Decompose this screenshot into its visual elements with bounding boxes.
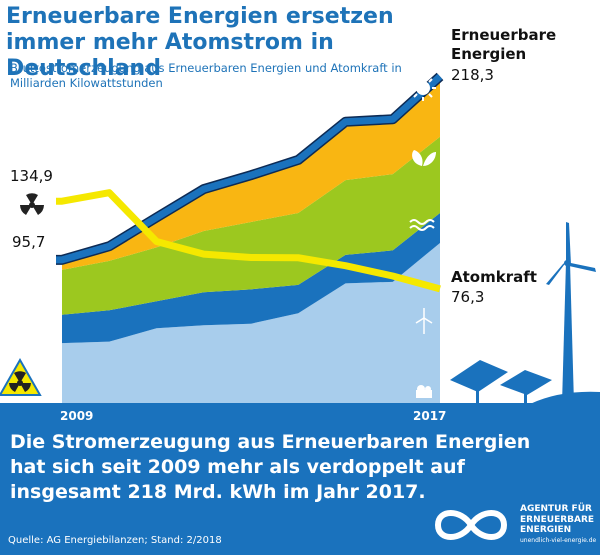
agency-url: unendlich-viel-energie.de xyxy=(520,537,597,544)
agency-logo-text: AGENTUR FÜR ERNEUERBARE ENERGIEN xyxy=(520,504,594,536)
hydro-area xyxy=(62,213,440,344)
leaf-icon xyxy=(412,150,436,166)
summary-panel xyxy=(0,403,600,555)
summary-headline: Die Stromerzeugung aus Erneuerbaren Ener… xyxy=(10,431,531,503)
year-start-tick: 2009 xyxy=(60,409,94,423)
radioactive-icon xyxy=(20,193,44,215)
wind-turbine-icon xyxy=(415,308,433,334)
sun-icon xyxy=(410,75,436,101)
area-icons xyxy=(20,75,436,398)
wind-area xyxy=(62,242,440,403)
trend-lines xyxy=(56,72,444,293)
background-illustrations xyxy=(0,222,600,404)
logo-line1: AGENTUR FÜR xyxy=(520,504,592,514)
renewables-label-line2: Energien xyxy=(451,45,527,63)
water-wave-icon xyxy=(409,219,435,231)
logo-line3: ENERGIEN xyxy=(520,525,572,535)
chart-subtitle: Bruttostromerzeugung aus Erneuerbaren En… xyxy=(10,61,402,90)
radioactive-sign-icon xyxy=(0,357,42,396)
biogas-plant-icon xyxy=(416,385,432,398)
nuclear-end-value: 76,3 xyxy=(451,288,485,306)
chart-title: Erneuerbare Energien ersetzen immer mehr… xyxy=(6,4,394,81)
infinity-logo-icon xyxy=(434,510,508,540)
nuclear-start-value: 134,9 xyxy=(10,167,53,185)
year-end-tick: 2017 xyxy=(413,409,447,423)
nuclear-label: Atomkraft xyxy=(451,268,537,286)
renewables-start-value: 95,7 xyxy=(12,233,46,251)
nuclear-line xyxy=(56,189,441,293)
renewables-label-line1: Erneuerbare xyxy=(451,26,557,44)
renewables-total-line xyxy=(56,73,443,264)
wind-turbine-silhouette-icon xyxy=(546,222,596,404)
logo-line2: ERNEUERBARE xyxy=(520,514,595,525)
renewables-end-value: 218,3 xyxy=(451,66,494,84)
solar-panel-silhouette-icon xyxy=(450,360,600,404)
biomass-area xyxy=(62,136,440,315)
source-note: Quelle: AG Energiebilanzen; Stand: 2/201… xyxy=(8,535,222,546)
